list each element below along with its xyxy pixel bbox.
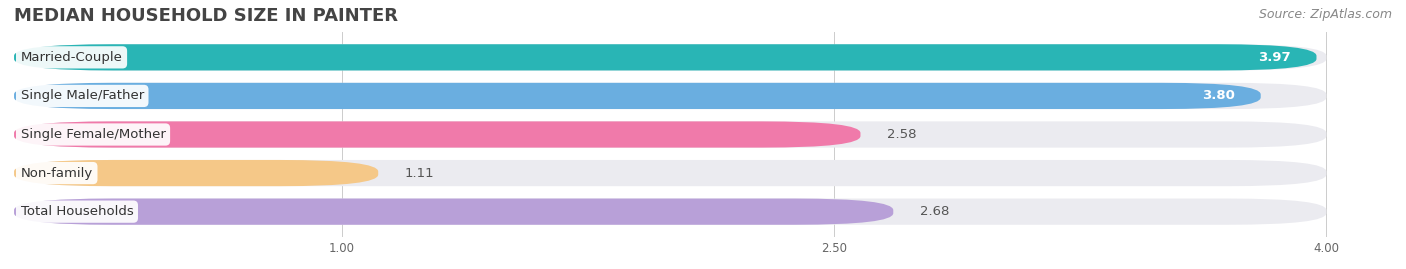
FancyBboxPatch shape — [14, 44, 1316, 70]
FancyBboxPatch shape — [14, 83, 1326, 109]
Text: 2.68: 2.68 — [920, 205, 949, 218]
FancyBboxPatch shape — [14, 121, 1326, 148]
Text: Non-family: Non-family — [21, 167, 93, 180]
Text: 3.80: 3.80 — [1202, 89, 1234, 102]
FancyBboxPatch shape — [14, 160, 1326, 186]
Text: Source: ZipAtlas.com: Source: ZipAtlas.com — [1258, 8, 1392, 21]
FancyBboxPatch shape — [14, 160, 378, 186]
Text: 3.97: 3.97 — [1257, 51, 1291, 64]
FancyBboxPatch shape — [14, 121, 860, 148]
Text: Single Female/Mother: Single Female/Mother — [21, 128, 166, 141]
FancyBboxPatch shape — [14, 83, 1261, 109]
FancyBboxPatch shape — [14, 199, 893, 225]
Text: 1.11: 1.11 — [405, 167, 434, 180]
FancyBboxPatch shape — [14, 199, 1326, 225]
Text: MEDIAN HOUSEHOLD SIZE IN PAINTER: MEDIAN HOUSEHOLD SIZE IN PAINTER — [14, 7, 398, 25]
FancyBboxPatch shape — [14, 44, 1326, 70]
Text: Single Male/Father: Single Male/Father — [21, 89, 143, 102]
Text: Total Households: Total Households — [21, 205, 134, 218]
Text: Married-Couple: Married-Couple — [21, 51, 122, 64]
Text: 2.58: 2.58 — [887, 128, 917, 141]
